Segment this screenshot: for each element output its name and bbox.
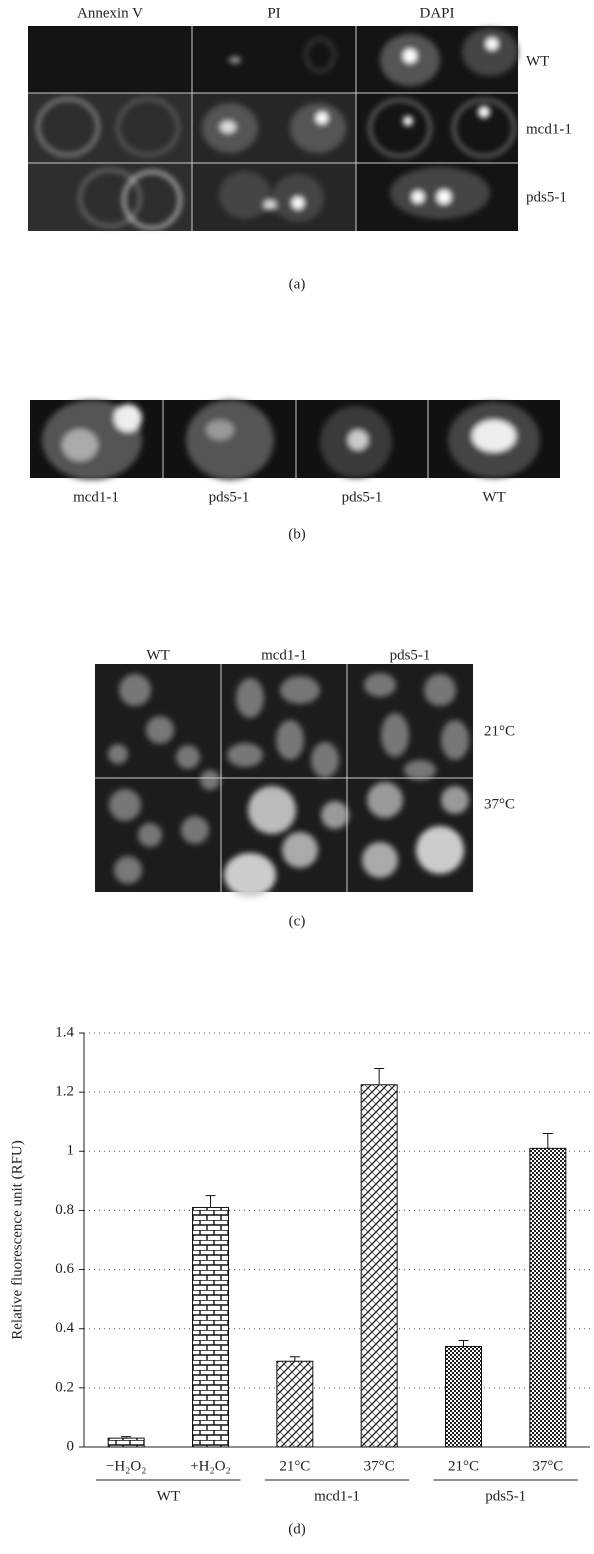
y-tick-label: 0.8: [55, 1202, 74, 1218]
y-tick-label: 0: [67, 1438, 75, 1454]
image-label: pds5-1: [209, 489, 250, 505]
panel-c-images: [95, 664, 473, 897]
bar: [277, 1361, 313, 1447]
bar-chart: 0 0.2 0.4 0.6 0.8 1 1.2 1.4 −H₂O₂ +H₂O₂ 21°C 37°C 21…: [55, 1024, 590, 1504]
x-tick-label: +H₂O₂: [190, 1458, 231, 1474]
bar: [446, 1346, 482, 1447]
row-label: 37°C: [484, 796, 515, 812]
x-tick-label: 37°C: [532, 1458, 563, 1474]
x-tick-label: 21°C: [279, 1458, 310, 1474]
bar: [108, 1438, 144, 1447]
column-label: pds5-1: [390, 647, 431, 663]
group-label: mcd1-1: [314, 1488, 360, 1504]
bar: [193, 1207, 229, 1447]
y-tick-label: 1: [67, 1143, 75, 1159]
error-bar: [290, 1357, 300, 1361]
error-bar: [543, 1134, 553, 1149]
panel-b-images: [30, 400, 560, 480]
image-label: mcd1-1: [73, 489, 119, 505]
y-tick-label: 0.6: [55, 1261, 74, 1277]
caption: (b): [288, 526, 306, 542]
column-label: Annexin V: [77, 5, 143, 21]
row-label: WT: [526, 53, 549, 69]
y-tick-label: 1.4: [55, 1024, 74, 1040]
figure: Annexin V PI DAPI WT mcd1-1 pds5-1 (a) m…: [0, 0, 594, 1554]
y-tick-label: 0.2: [55, 1379, 74, 1395]
caption: (d): [288, 1521, 306, 1537]
image-label: WT: [482, 489, 505, 505]
group-label: pds5-1: [485, 1488, 526, 1504]
y-tick-label: 0.4: [55, 1320, 74, 1336]
column-label: mcd1-1: [261, 647, 307, 663]
panel-a-images: [28, 26, 518, 231]
error-bar: [459, 1341, 469, 1347]
row-label: 21°C: [484, 723, 515, 739]
x-tick-label: 21°C: [448, 1458, 479, 1474]
y-tick-label: 1.2: [55, 1084, 74, 1100]
column-label: DAPI: [419, 5, 454, 21]
x-tick-label: 37°C: [364, 1458, 395, 1474]
x-tick-label: −H₂O₂: [106, 1458, 147, 1474]
caption: (c): [289, 913, 306, 929]
error-bar: [206, 1196, 216, 1208]
group-label: WT: [157, 1488, 180, 1504]
error-bar: [374, 1068, 384, 1084]
y-axis-label: Relative fluorescence unit (RFU): [9, 1140, 25, 1340]
bar: [361, 1085, 397, 1447]
bar: [530, 1148, 566, 1447]
caption: (a): [289, 276, 306, 292]
image-label: pds5-1: [342, 489, 383, 505]
column-label: PI: [267, 5, 280, 21]
row-label: mcd1-1: [526, 121, 572, 137]
row-label: pds5-1: [526, 189, 567, 205]
column-label: WT: [146, 647, 169, 663]
